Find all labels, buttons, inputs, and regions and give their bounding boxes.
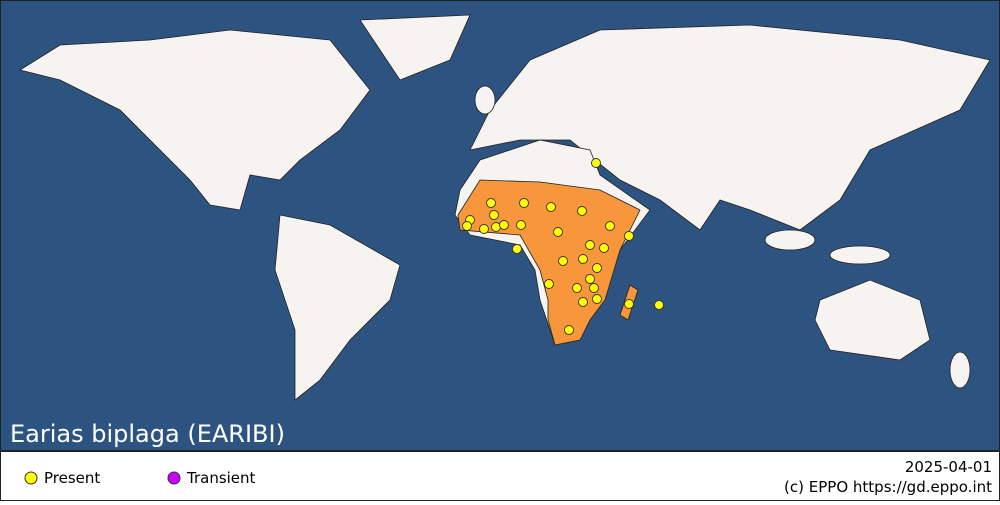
legend-swatch-present <box>24 471 38 485</box>
legend-swatch-transient <box>167 471 181 485</box>
credit: (c) EPPO https://gd.eppo.int <box>784 478 992 496</box>
map-title: Earias biplaga (EARIBI) <box>10 420 285 448</box>
legend-label: Transient <box>186 469 256 487</box>
legend-label: Present <box>44 469 100 487</box>
date: 2025-04-01 <box>905 458 992 476</box>
occurrence-dots <box>462 158 664 335</box>
legend-bar <box>0 451 1000 501</box>
